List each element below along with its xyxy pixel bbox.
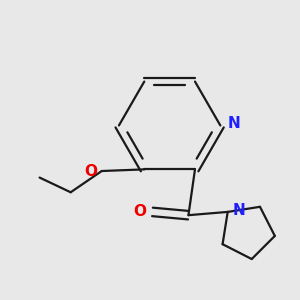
Text: O: O	[134, 204, 147, 219]
Text: N: N	[232, 203, 245, 218]
Text: O: O	[84, 164, 97, 178]
Text: N: N	[227, 116, 240, 131]
